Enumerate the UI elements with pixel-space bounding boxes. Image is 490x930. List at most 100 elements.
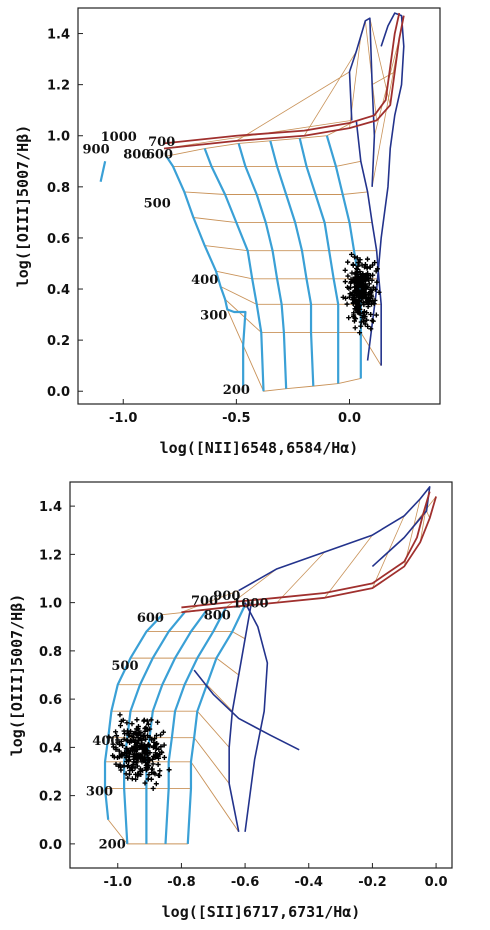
data-point bbox=[125, 763, 131, 769]
grid-value-label: 200 bbox=[223, 383, 250, 398]
density-track bbox=[193, 669, 300, 751]
data-point bbox=[349, 270, 355, 276]
grid-value-label: 600 bbox=[146, 148, 173, 163]
data-point bbox=[154, 740, 160, 746]
data-point bbox=[145, 756, 151, 762]
velocity-track bbox=[237, 143, 288, 389]
density-track bbox=[228, 602, 253, 832]
data-point bbox=[362, 293, 368, 299]
grid-value-label: 500 bbox=[111, 659, 138, 674]
x-tick-label: -0.8 bbox=[167, 875, 195, 890]
grid-value-label: 400 bbox=[191, 273, 218, 288]
data-point bbox=[129, 765, 135, 771]
data-point bbox=[355, 273, 361, 279]
y-axis-label: log([OIII]5007/Hβ) bbox=[14, 125, 32, 288]
data-point bbox=[127, 771, 133, 777]
data-point bbox=[129, 721, 135, 727]
data-point bbox=[129, 748, 135, 754]
data-point bbox=[342, 267, 348, 273]
data-point bbox=[369, 288, 375, 294]
y-tick-label: 1.4 bbox=[39, 500, 62, 515]
data-point bbox=[123, 750, 129, 756]
data-point bbox=[153, 750, 159, 756]
data-point bbox=[156, 746, 162, 752]
data-point bbox=[149, 766, 155, 772]
data-point bbox=[145, 750, 151, 756]
data-point bbox=[161, 742, 167, 748]
data-point bbox=[145, 776, 151, 782]
grid-value-label: 900 bbox=[83, 143, 110, 158]
data-point bbox=[367, 264, 373, 270]
data-point bbox=[373, 312, 379, 318]
data-point bbox=[120, 717, 126, 723]
data-point bbox=[365, 295, 371, 301]
data-point bbox=[117, 723, 123, 729]
data-point bbox=[121, 736, 127, 742]
grid-value-label: 900 bbox=[213, 589, 240, 604]
data-point bbox=[374, 279, 380, 285]
model-grid-link bbox=[371, 71, 395, 85]
data-point bbox=[150, 761, 156, 767]
velocity-track bbox=[123, 611, 186, 844]
data-point bbox=[366, 277, 372, 283]
data-point bbox=[106, 734, 112, 740]
data-point bbox=[356, 306, 362, 312]
y-tick-label: 1.4 bbox=[47, 28, 70, 43]
data-point bbox=[153, 781, 159, 787]
y-tick-label: 1.0 bbox=[47, 130, 70, 145]
velocity-track bbox=[164, 606, 227, 844]
data-point bbox=[140, 756, 146, 762]
model-grid-link bbox=[181, 590, 239, 613]
data-point bbox=[365, 323, 371, 329]
data-point bbox=[358, 291, 364, 297]
data-point bbox=[136, 730, 142, 736]
data-point bbox=[111, 754, 117, 760]
data-point bbox=[158, 749, 164, 755]
data-point bbox=[357, 257, 363, 263]
data-point bbox=[155, 752, 161, 758]
plot-frame bbox=[69, 481, 453, 869]
data-point bbox=[342, 279, 348, 285]
data-point bbox=[126, 751, 132, 757]
y-tick-label: 0.2 bbox=[47, 334, 70, 349]
velocity-track bbox=[145, 609, 208, 844]
model-grid-isoline bbox=[146, 631, 246, 640]
data-point bbox=[129, 733, 135, 739]
grid-value-label: 700 bbox=[191, 594, 218, 609]
density-track bbox=[348, 17, 376, 187]
data-point bbox=[113, 729, 119, 735]
data-point bbox=[372, 260, 378, 266]
data-point bbox=[123, 745, 129, 751]
data-point bbox=[123, 755, 129, 761]
data-point bbox=[158, 744, 164, 750]
y-tick-label: 0.4 bbox=[47, 283, 70, 298]
data-point bbox=[142, 780, 148, 786]
data-point bbox=[360, 281, 366, 287]
data-point bbox=[376, 289, 382, 295]
data-point bbox=[354, 255, 360, 261]
grid-value-label: 700 bbox=[148, 135, 175, 150]
grid-value-label: 1000 bbox=[101, 130, 137, 145]
data-point bbox=[155, 762, 161, 768]
data-point bbox=[155, 719, 161, 725]
model-grid-link bbox=[276, 551, 325, 603]
data-point bbox=[361, 309, 367, 315]
data-point bbox=[350, 261, 356, 267]
shock-track bbox=[163, 15, 405, 150]
data-point bbox=[350, 289, 356, 295]
data-point bbox=[153, 732, 159, 738]
grid-value-label: 800 bbox=[204, 609, 231, 624]
data-point bbox=[141, 717, 147, 723]
y-tick-label: 0.4 bbox=[39, 741, 62, 756]
data-point bbox=[357, 330, 363, 336]
grid-value-label: 1000 bbox=[232, 596, 268, 611]
data-point bbox=[370, 284, 376, 290]
data-point bbox=[119, 753, 125, 759]
data-point bbox=[144, 766, 150, 772]
data-point bbox=[340, 294, 346, 300]
grid-value-label: 800 bbox=[123, 148, 150, 163]
x-tick-label: -0.6 bbox=[231, 875, 259, 890]
data-point bbox=[145, 721, 151, 727]
y-tick-label: 0.8 bbox=[39, 645, 62, 660]
